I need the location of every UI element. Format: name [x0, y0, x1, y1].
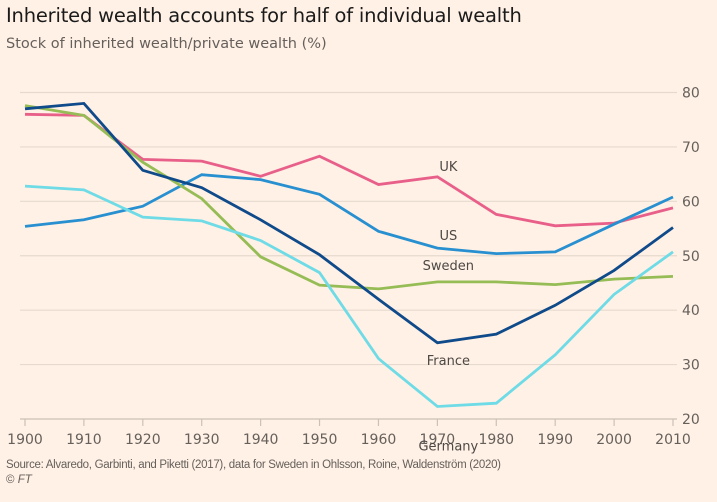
x-tick-label: 2000	[596, 432, 632, 448]
series-line-germany	[24, 184, 674, 408]
x-axis: 1900 1910 1920 1930 1940 1950 1960 1970 1980 1990…	[7, 418, 691, 448]
series-label-us: US	[439, 229, 457, 244]
y-tick-label: 80	[682, 86, 700, 102]
y-axis: 80 70 60 50 40 30 20	[682, 86, 700, 429]
y-tick-label: 20	[682, 412, 700, 428]
y-tick-label: 70	[682, 140, 700, 156]
x-tick-label: 1980	[478, 432, 514, 448]
x-tick-label: 1900	[7, 432, 43, 448]
copyright-symbol: ©	[6, 474, 15, 486]
x-tick-label: 1920	[125, 432, 161, 448]
source-note: Source: Alvaredo, Garbinti, and Piketti …	[6, 459, 501, 471]
x-tick-label: 1930	[184, 432, 220, 448]
x-tick-label: 1910	[66, 432, 102, 448]
series-label-sweden: Sweden	[423, 259, 474, 274]
chart-subtitle: Stock of inherited wealth/private wealth…	[6, 36, 327, 52]
series-lines	[24, 101, 674, 408]
series-label-france: France	[427, 354, 470, 369]
series-labels: UK US Sweden France Germany	[418, 160, 478, 455]
series-line-sweden	[24, 104, 674, 291]
x-tick-label: 1950	[302, 432, 338, 448]
copyright-note: © FT	[6, 474, 32, 486]
x-tick-label: 1940	[243, 432, 279, 448]
y-tick-label: 60	[682, 194, 700, 210]
series-label-uk: UK	[439, 160, 458, 175]
series-line-uk	[24, 112, 674, 228]
grid-lines	[20, 91, 677, 366]
x-tick-label: 1970	[420, 432, 456, 448]
chart-title: Inherited wealth accounts for half of in…	[6, 4, 522, 27]
y-tick-label: 50	[682, 249, 700, 265]
series-line-france	[24, 101, 674, 345]
x-tick-label: 1960	[361, 432, 397, 448]
y-tick-label: 40	[682, 303, 700, 319]
copyright-brand: FT	[17, 474, 32, 486]
y-tick-label: 30	[682, 358, 700, 374]
x-tick-label: 2010	[655, 432, 691, 448]
series-line-us	[24, 173, 674, 256]
x-tick-label: 1990	[537, 432, 573, 448]
series-label-germany: Germany	[418, 439, 478, 454]
